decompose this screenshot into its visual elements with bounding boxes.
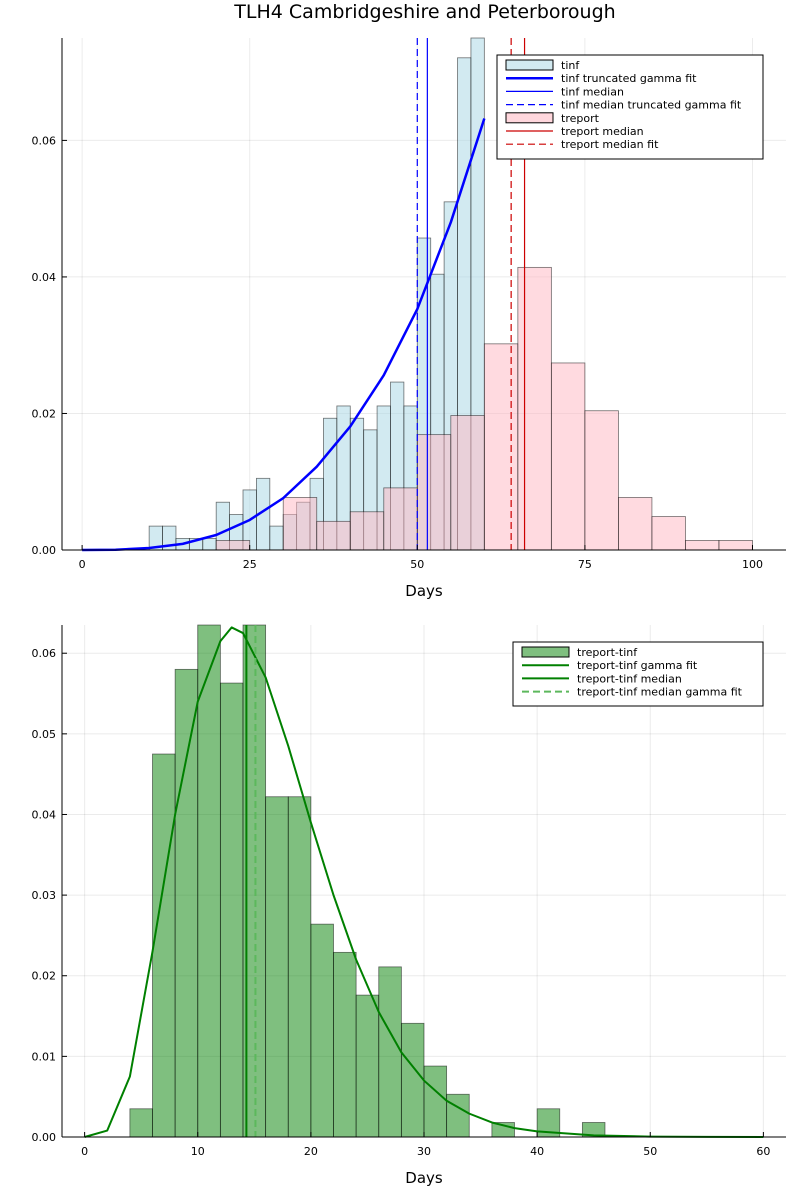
bottom-chart-xtick-label-4: 40: [530, 1145, 544, 1158]
top-chart-ytick-label-0: 0.00: [32, 544, 57, 557]
treport-tinf-bar-3: [197, 624, 221, 1138]
top-chart-xtick-label-0: 0: [79, 558, 86, 571]
treport-tinf-bar-10: [355, 994, 380, 1138]
treport-tinf-gamma-fit-line: [84, 626, 764, 1138]
top-chart-xtick-label-4: 100: [742, 558, 763, 571]
bottom-chart-ytick-label-2: 0.02: [32, 970, 57, 983]
treport-bar-14: [718, 540, 753, 551]
treport-bar-6: [450, 415, 485, 551]
treport-tinf-bar-8: [310, 923, 334, 1138]
treport-bar-9: [550, 362, 586, 551]
top-chart-xtick-label-1: 25: [243, 558, 257, 571]
bottom-chart-ytick-label-6: 0.06: [32, 647, 57, 660]
treport-legend-swatch: [505, 112, 554, 124]
bottom-chart-ytick-label-5: 0.05: [32, 728, 57, 741]
top-chart-xtick-label-3: 75: [578, 558, 592, 571]
bottom-chart-ytick-label-0: 0.00: [32, 1131, 57, 1144]
treport-bar-0: [215, 540, 251, 551]
bottom-chart-xtick-label-3: 30: [417, 1145, 431, 1158]
treport-tinf-bar-9: [333, 951, 357, 1138]
bottom-chart-ytick-label-3: 0.03: [32, 889, 57, 902]
bottom-chart-xtick-label-0: 0: [81, 1145, 88, 1158]
tinf-bar-9: [269, 525, 284, 551]
top-chart-ticks: 0 25 50 75 100 0.00 0.02 0.04 0.06: [32, 134, 763, 571]
treport-bar-2: [316, 520, 351, 551]
bottom-chart-xtick-label-5: 50: [643, 1145, 657, 1158]
tinf-legend-label: tinf: [561, 59, 580, 72]
treport-bar-4: [383, 487, 418, 551]
bottom-chart-xtick-label-2: 20: [304, 1145, 318, 1158]
tinf-truncated-gamma-fit-line: [82, 118, 486, 552]
treport-median-legend-label: treport median: [561, 125, 644, 138]
treport-bar-3: [349, 511, 385, 551]
treport-tinf-gamma-fit-legend-label: treport-tinf gamma fit: [577, 659, 698, 672]
bottom-chart-ytick-label-1: 0.01: [32, 1050, 57, 1063]
top-chart-axes: [61, 38, 786, 551]
top-chart-panel: TLH4 Cambridgeshire and Peterborough 0 25…: [32, 1, 786, 600]
tinf-legend-swatch: [505, 59, 554, 71]
treport-bar-10: [584, 410, 619, 551]
treport-bar-5: [416, 434, 452, 551]
bottom-chart-xtick-label-6: 60: [756, 1145, 770, 1158]
treport-tinf-bar-4: [219, 682, 244, 1138]
bottom-chart-lines: [84, 625, 764, 1138]
bottom-chart-ytick-label-4: 0.04: [32, 808, 57, 821]
top-chart-bars: [148, 37, 753, 551]
top-chart-ytick-label-3: 0.06: [32, 134, 57, 147]
top-chart-xtick-label-2: 50: [410, 558, 424, 571]
treport-bar-11: [618, 497, 653, 551]
tinf-median-truncated-gamma-fit-legend-label: tinf median truncated gamma fit: [561, 99, 742, 112]
treport-tinf-median-legend-label: treport-tinf median: [577, 672, 682, 685]
top-chart-legend-box: [496, 54, 764, 160]
treport-bar-13: [685, 540, 720, 551]
bottom-chart-xtick-label-1: 10: [191, 1145, 205, 1158]
top-chart-ytick-label-1: 0.02: [32, 407, 57, 420]
treport-tinf-bar-7: [287, 796, 312, 1138]
treport-bar-12: [651, 516, 686, 551]
bottom-chart-ticks: 0 10 20 30 40 50 60 0.00 0.01 0.02 0.03 0.04 0.05 0.0…: [32, 647, 771, 1158]
treport-bar-1: [282, 497, 318, 551]
treport-tinf-bar-0: [129, 1108, 153, 1138]
treport-legend-label: treport: [561, 112, 600, 125]
bottom-chart-x-axis-label: Days: [405, 1169, 443, 1187]
treport-tinf-legend-label: treport-tinf: [577, 646, 638, 659]
chart-title: TLH4 Cambridgeshire and Peterborough: [233, 1, 615, 23]
treport-tinf-bar-2: [174, 668, 199, 1138]
bottom-chart-panel: 0 10 20 30 40 50 60 0.00 0.01 0.02 0.03 0.04 0.05 0.0…: [32, 624, 786, 1187]
top-chart-ytick-label-2: 0.04: [32, 271, 57, 284]
top-chart-x-axis-label: Days: [405, 582, 443, 600]
treport-bar-8: [517, 266, 552, 551]
treport-tinf-median-gamma-fit-legend-label: treport-tinf median gamma fit: [577, 686, 743, 699]
treport-tinf-bar-14: [446, 1093, 470, 1138]
treport-bar-7: [483, 343, 519, 551]
tinf-truncated-gamma-fit-legend-label: tinf truncated gamma fit: [561, 72, 697, 85]
treport-median-fit-legend-label: treport median fit: [561, 138, 659, 151]
treport-tinf-bar-11: [378, 966, 402, 1138]
tinf-median-legend-label: tinf median: [561, 85, 624, 98]
tinf-bar-4: [202, 537, 217, 551]
treport-tinf-bar-13: [423, 1065, 448, 1138]
treport-tinf-bar-6: [265, 796, 289, 1138]
treport-tinf-legend-swatch: [521, 646, 570, 658]
treport-tinf-bar-1: [152, 753, 176, 1138]
treport-tinf-bar-12: [400, 1022, 425, 1138]
